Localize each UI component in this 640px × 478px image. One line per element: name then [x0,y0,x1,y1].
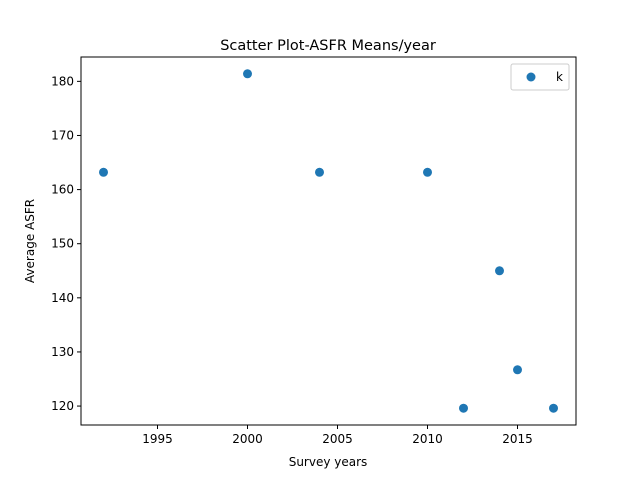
data-point [513,365,522,375]
y-axis: 120 130 140 150 160 170 180 [51,74,81,413]
x-tick-label: 2000 [232,432,263,446]
plot-area [80,56,577,426]
y-tick-label: 150 [51,237,74,251]
data-point [459,403,468,413]
data-point [243,69,252,79]
y-tick-label: 140 [51,291,74,305]
data-point [315,167,324,177]
x-tick-label: 2015 [502,432,533,446]
x-axis: 1995 2000 2005 2010 2015 [142,425,533,446]
y-tick-label: 120 [51,399,74,413]
x-tick-label: 1995 [142,432,173,446]
legend-marker [526,72,536,82]
legend-label: k [556,70,563,84]
legend-box [510,63,570,91]
legend: k [510,63,570,91]
y-tick-label: 130 [51,345,74,359]
y-tick-label: 170 [51,128,74,142]
data-point [549,403,558,413]
y-tick-label: 160 [51,183,74,197]
data-point [495,266,504,276]
chart-title: Scatter Plot-ASFR Means/year [220,38,436,54]
data-point [99,167,108,177]
data-point [423,167,432,177]
data-points [99,69,558,413]
x-axis-label: Survey years [289,455,368,469]
x-tick-label: 2010 [412,432,443,446]
y-tick-label: 180 [51,74,74,88]
x-tick-label: 2005 [322,432,353,446]
y-axis-label: Average ASFR [23,199,37,283]
